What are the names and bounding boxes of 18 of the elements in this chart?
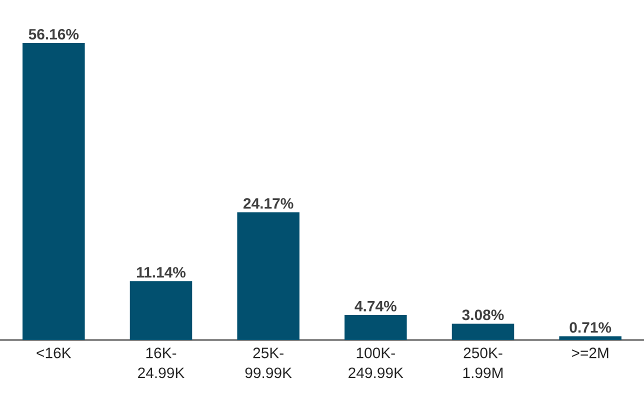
x-tick-label: 16K-24.99K bbox=[138, 348, 185, 378]
data-label: 24.17% bbox=[244, 198, 294, 209]
data-label: 56.16% bbox=[28, 28, 79, 40]
bar bbox=[452, 324, 514, 340]
x-tick-label: <16K bbox=[36, 348, 72, 358]
bar bbox=[559, 336, 622, 340]
data-label: 11.14% bbox=[137, 267, 186, 278]
bar bbox=[22, 43, 85, 340]
bar bbox=[237, 212, 300, 340]
bar bbox=[130, 281, 192, 340]
data-label: 4.74% bbox=[354, 300, 396, 312]
data-label: 3.08% bbox=[462, 310, 504, 320]
bar bbox=[344, 314, 407, 340]
x-tick-label: >=2M bbox=[572, 348, 608, 358]
data-label: 0.71% bbox=[570, 322, 612, 333]
x-tick-label: 100K-249.99K bbox=[348, 348, 404, 378]
x-tick-label: 25K-99.99K bbox=[245, 348, 292, 378]
x-tick-label: 250K-1.99M bbox=[463, 348, 503, 378]
